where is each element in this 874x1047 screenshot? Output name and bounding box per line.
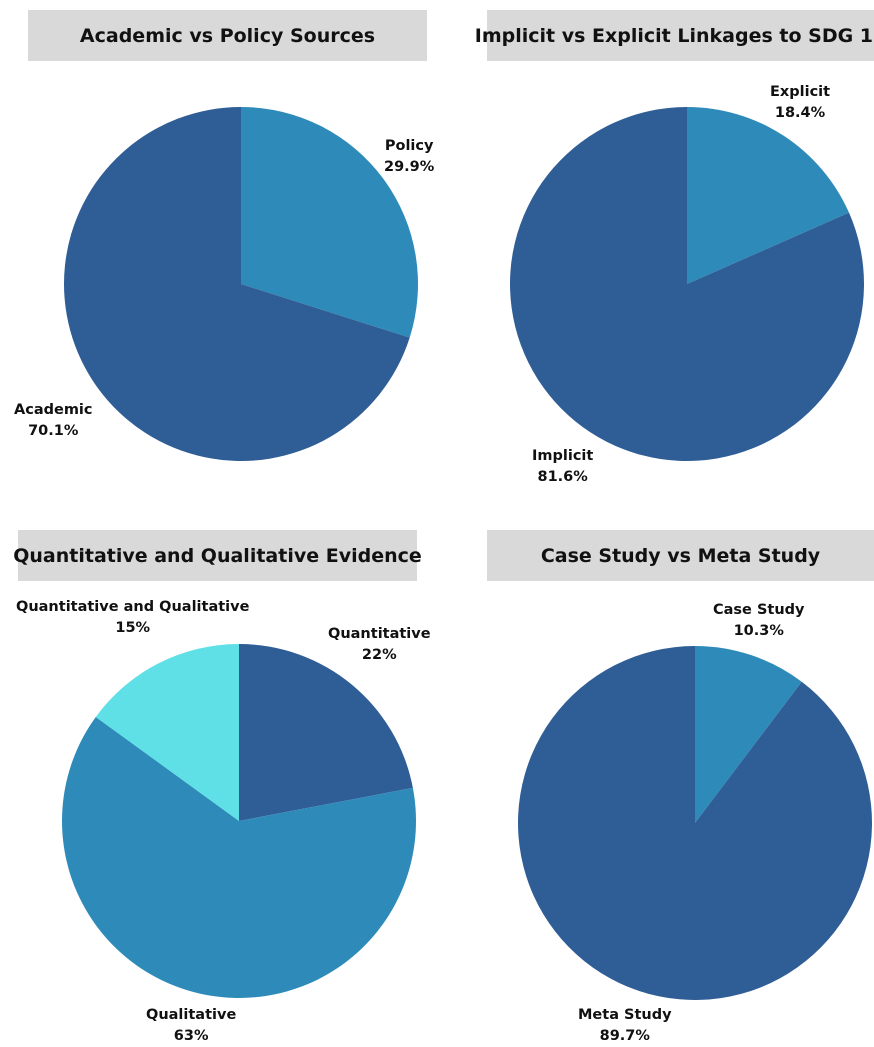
chart-title-case-meta: Case Study vs Meta Study bbox=[487, 530, 874, 581]
pie-slice-meta-study bbox=[518, 646, 873, 1000]
pie-slice-quantitative bbox=[239, 644, 413, 821]
slice-label-case-study: Case Study 10.3% bbox=[713, 602, 805, 639]
slice-label-policy: Policy 29.9% bbox=[384, 138, 435, 175]
pie-slice-policy bbox=[241, 107, 418, 338]
pie-slice-implicit bbox=[510, 107, 864, 461]
slice-label-academic: Academic 70.1% bbox=[14, 402, 93, 439]
slice-label-qualitative: Qualitative 63% bbox=[146, 1007, 237, 1044]
slice-label-meta-study: Meta Study 89.7% bbox=[578, 1007, 672, 1044]
slice-label-quant-and-qual: Quantitative and Qualitative 15% bbox=[16, 599, 250, 636]
chart-title-academic-policy: Academic vs Policy Sources bbox=[28, 10, 427, 61]
pie-slice-case-study bbox=[695, 646, 802, 823]
slice-label-implicit: Implicit 81.6% bbox=[532, 448, 594, 485]
slice-label-explicit: Explicit 18.4% bbox=[770, 84, 831, 121]
slice-label-quantitative: Quantitative 22% bbox=[328, 626, 431, 663]
chart-title-evidence-type: Quantitative and Qualitative Evidence bbox=[13, 530, 422, 581]
pie-slice-qualitative bbox=[61, 716, 416, 998]
pie-slice-quantitative-and-qualitative bbox=[95, 644, 240, 821]
pie-slice-explicit bbox=[687, 107, 849, 284]
pie-slice-academic bbox=[63, 107, 410, 461]
chart-title-implicit-explicit: Implicit vs Explicit Linkages to SDG 16 bbox=[475, 10, 874, 61]
